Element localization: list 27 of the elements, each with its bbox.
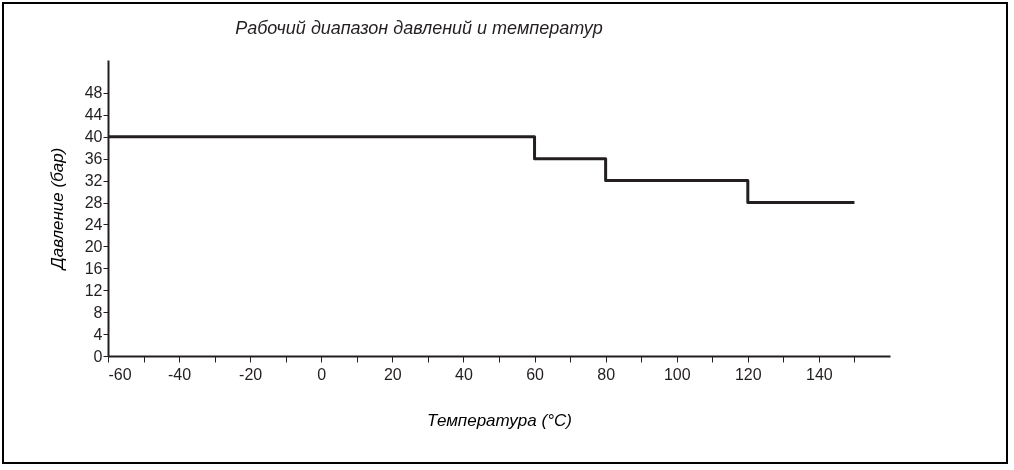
y-axis-title: Давление (бар) bbox=[47, 147, 67, 272]
x-tick-label: 140 bbox=[806, 365, 833, 383]
y-tick-label: 24 bbox=[84, 215, 103, 233]
x-tick-label: 60 bbox=[526, 365, 545, 383]
x-axis-title: Температура (°C) bbox=[427, 410, 572, 430]
y-tick-label: 0 bbox=[93, 347, 103, 365]
y-tick-label: 32 bbox=[84, 172, 103, 190]
y-tick-label: 48 bbox=[84, 84, 103, 102]
y-tick-label: 44 bbox=[84, 106, 103, 124]
y-tick-label: 12 bbox=[84, 281, 103, 299]
x-tick-label: 80 bbox=[597, 365, 616, 383]
x-tick-label: -40 bbox=[168, 365, 192, 383]
y-tick-label: 36 bbox=[84, 150, 103, 168]
x-tick-label: 0 bbox=[317, 365, 327, 383]
x-tick-label: 100 bbox=[663, 365, 691, 383]
x-tick-label: -60 bbox=[108, 365, 132, 383]
x-tick-label: 20 bbox=[383, 365, 402, 383]
y-tick-label: 40 bbox=[84, 128, 103, 146]
x-tick-label: 120 bbox=[734, 365, 762, 383]
x-tick-label: -20 bbox=[239, 365, 263, 383]
y-tick-label: 4 bbox=[93, 325, 103, 343]
y-tick-label: 28 bbox=[84, 194, 103, 212]
chart-title: Рабочий диапазон давлений и температур bbox=[235, 18, 603, 38]
y-tick-label: 20 bbox=[84, 237, 103, 255]
x-tick-label: 40 bbox=[455, 365, 473, 383]
y-tick-label: 16 bbox=[84, 259, 103, 277]
y-tick-label: 8 bbox=[93, 303, 103, 321]
